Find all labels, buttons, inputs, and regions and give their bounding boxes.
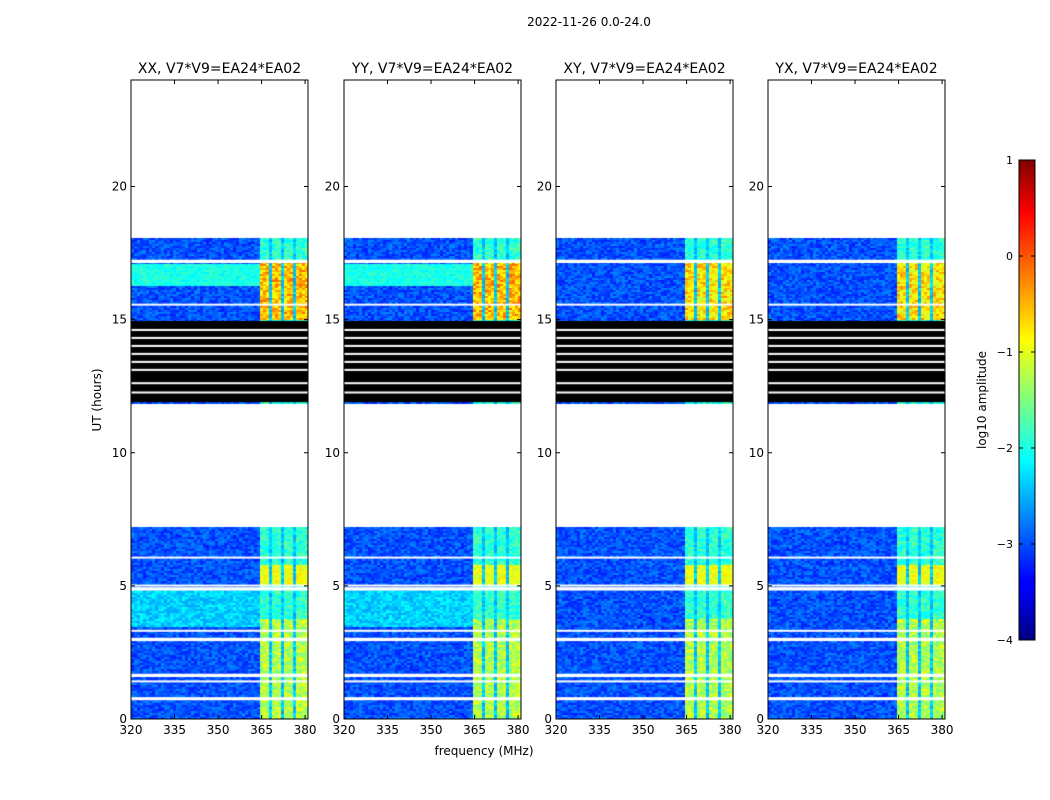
panel-title: YX, V7*V9=EA24*EA02 — [774, 61, 937, 77]
y-tick-label: 0 — [544, 712, 552, 726]
x-tick-label: 380 — [507, 723, 530, 737]
x-tick-label: 335 — [800, 723, 823, 737]
y-axis-label: UT (hours) — [90, 368, 104, 431]
y-tick-label: 20 — [112, 180, 127, 194]
x-tick-label: 365 — [887, 723, 910, 737]
axes-frame — [555, 79, 734, 720]
colorbar-gradient — [1018, 159, 1036, 641]
x-tick-label: 380 — [719, 723, 742, 737]
y-tick-label: 15 — [112, 313, 127, 327]
y-tick-label: 5 — [756, 579, 764, 593]
y-tick-label: 15 — [325, 313, 340, 327]
x-tick-label: 350 — [420, 723, 443, 737]
panel-title: XX, V7*V9=EA24*EA02 — [138, 61, 301, 77]
y-tick-label: 0 — [756, 712, 764, 726]
panel-yy: YY, V7*V9=EA24*EA02 320 335 350 365 380 0 5 10 15… — [325, 61, 530, 737]
axes-frame — [343, 79, 522, 720]
x-tick-label: 335 — [376, 723, 399, 737]
heatmap-image — [344, 80, 521, 719]
x-tick-label: 350 — [844, 723, 867, 737]
x-tick-label: 380 — [931, 723, 954, 737]
x-tick-label: 365 — [675, 723, 698, 737]
x-tick-label: 350 — [632, 723, 655, 737]
x-tick-label: 320 — [757, 723, 780, 737]
y-tick-label: 10 — [325, 446, 340, 460]
x-tick-label: 365 — [250, 723, 273, 737]
x-tick-label: 320 — [120, 723, 143, 737]
x-tick-label: 335 — [163, 723, 186, 737]
panels: XX, V7*V9=EA24*EA02 320 335 350 365 380 0 5 10 15… — [112, 61, 954, 737]
y-tick-label: 5 — [332, 579, 340, 593]
colorbar-tick-label: −3 — [997, 538, 1013, 551]
panel-title: YY, V7*V9=EA24*EA02 — [351, 61, 513, 77]
y-tick-label: 5 — [119, 579, 127, 593]
x-tick-label: 320 — [545, 723, 568, 737]
colorbar: 1 0 −1 −2 −3 −4 — [997, 154, 1036, 647]
axes-frame — [767, 79, 946, 720]
y-tick-label: 0 — [119, 712, 127, 726]
panel-xy: XY, V7*V9=EA24*EA02 320 335 350 365 380 0 5 10 15… — [537, 61, 742, 737]
heatmap-image — [131, 80, 308, 719]
y-tick-label: 10 — [537, 446, 552, 460]
y-tick-label: 10 — [112, 446, 127, 460]
y-tick-label: 20 — [537, 180, 552, 194]
y-tick-label: 15 — [537, 313, 552, 327]
colorbar-tick-label: −1 — [997, 346, 1013, 359]
colorbar-tick-label: 1 — [1006, 154, 1013, 167]
figure-title: 2022-11-26 0.0-24.0 — [527, 15, 651, 29]
x-tick-label: 365 — [463, 723, 486, 737]
panel-yx: YX, V7*V9=EA24*EA02 320 335 350 365 380 0 5 10 15… — [749, 61, 954, 737]
axes-frame — [130, 79, 309, 720]
colorbar-label: log10 amplitude — [975, 351, 989, 449]
y-tick-label: 0 — [332, 712, 340, 726]
x-tick-label: 350 — [207, 723, 230, 737]
y-tick-label: 20 — [749, 180, 764, 194]
panel-xx: XX, V7*V9=EA24*EA02 320 335 350 365 380 0 5 10 15… — [112, 61, 317, 737]
y-tick-label: 10 — [749, 446, 764, 460]
heatmap-image — [556, 80, 733, 719]
colorbar-tick-label: −4 — [997, 634, 1013, 647]
x-axis-label: frequency (MHz) — [434, 744, 533, 758]
y-tick-label: 20 — [325, 180, 340, 194]
x-tick-label: 335 — [588, 723, 611, 737]
panel-title: XY, V7*V9=EA24*EA02 — [563, 61, 725, 77]
x-tick-label: 320 — [333, 723, 356, 737]
y-tick-label: 5 — [544, 579, 552, 593]
heatmap-image — [768, 80, 945, 719]
x-tick-label: 380 — [294, 723, 317, 737]
colorbar-tick-label: −2 — [997, 442, 1013, 455]
y-tick-label: 15 — [749, 313, 764, 327]
colorbar-tick-label: 0 — [1006, 250, 1013, 263]
